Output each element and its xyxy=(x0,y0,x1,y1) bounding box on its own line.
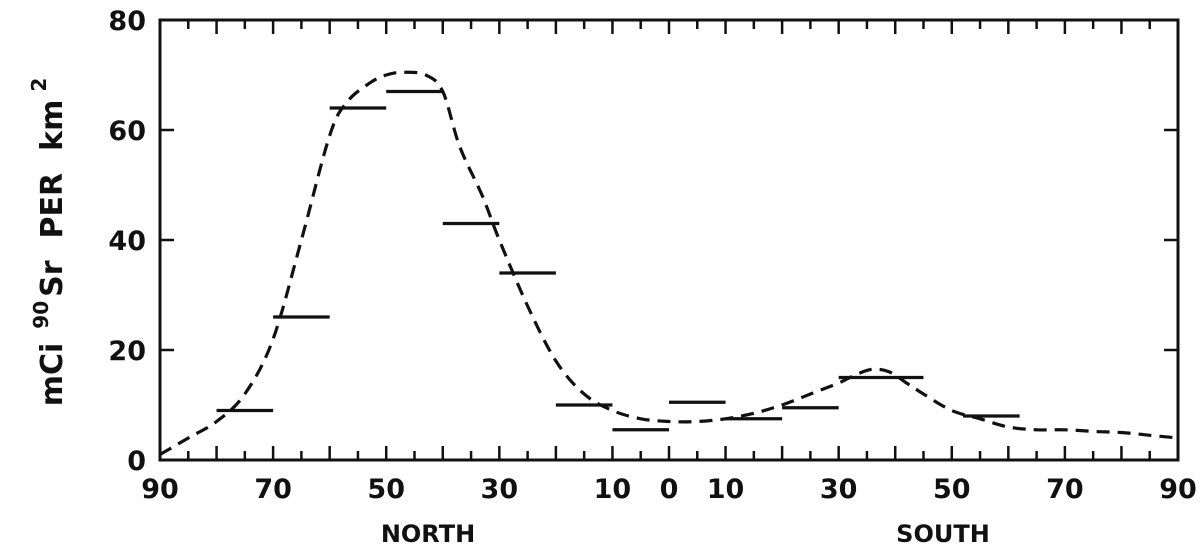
x-tick-label: 30 xyxy=(820,474,858,505)
x-tick-marks xyxy=(187,20,1151,460)
x-tick-label: 90 xyxy=(1159,474,1197,505)
x-tick-label: 0 xyxy=(660,474,679,505)
y-label-isotope-mass: 90 xyxy=(29,301,53,329)
x-tick-label: 30 xyxy=(481,474,519,505)
y-tick-marks xyxy=(160,128,1178,352)
x-tick-label: 70 xyxy=(1046,474,1084,505)
plot-frame xyxy=(158,18,1180,462)
band-segment-series xyxy=(216,89,1020,432)
x-region-label-south: SOUTH xyxy=(896,520,990,548)
y-axis-label: mCi 90 Sr PER km 2 xyxy=(27,78,70,407)
x-tick-label: 10 xyxy=(707,474,745,505)
y-label-isotope: Sr xyxy=(35,260,70,297)
y-tick-label: 60 xyxy=(108,116,146,147)
x-tick-label: 50 xyxy=(367,474,405,505)
y-label-prefix: mCi xyxy=(35,343,70,407)
y-tick-label: 20 xyxy=(108,336,146,367)
x-tick-label: 10 xyxy=(594,474,632,505)
y-tick-label: 40 xyxy=(108,226,146,257)
y-label-unit: km xyxy=(35,100,70,151)
y-label-unit-power: 2 xyxy=(27,78,51,92)
plot-axes xyxy=(158,18,1180,462)
x-tick-label: 50 xyxy=(933,474,971,505)
x-tick-label: 90 xyxy=(141,474,179,505)
y-tick-label: 80 xyxy=(108,6,146,37)
x-tick-label: 70 xyxy=(254,474,292,505)
x-region-label-north: NORTH xyxy=(381,520,475,548)
dashed-curve-line xyxy=(159,70,1179,456)
dashed-curve-series xyxy=(159,70,1179,456)
y-tick-labels: 0 20 40 60 80 xyxy=(108,6,146,477)
y-tick-label: 0 xyxy=(127,446,146,477)
y-label-middle: PER xyxy=(35,173,70,239)
x-tick-labels: 90 70 50 30 10 0 10 30 50 70 90 xyxy=(141,474,1197,505)
